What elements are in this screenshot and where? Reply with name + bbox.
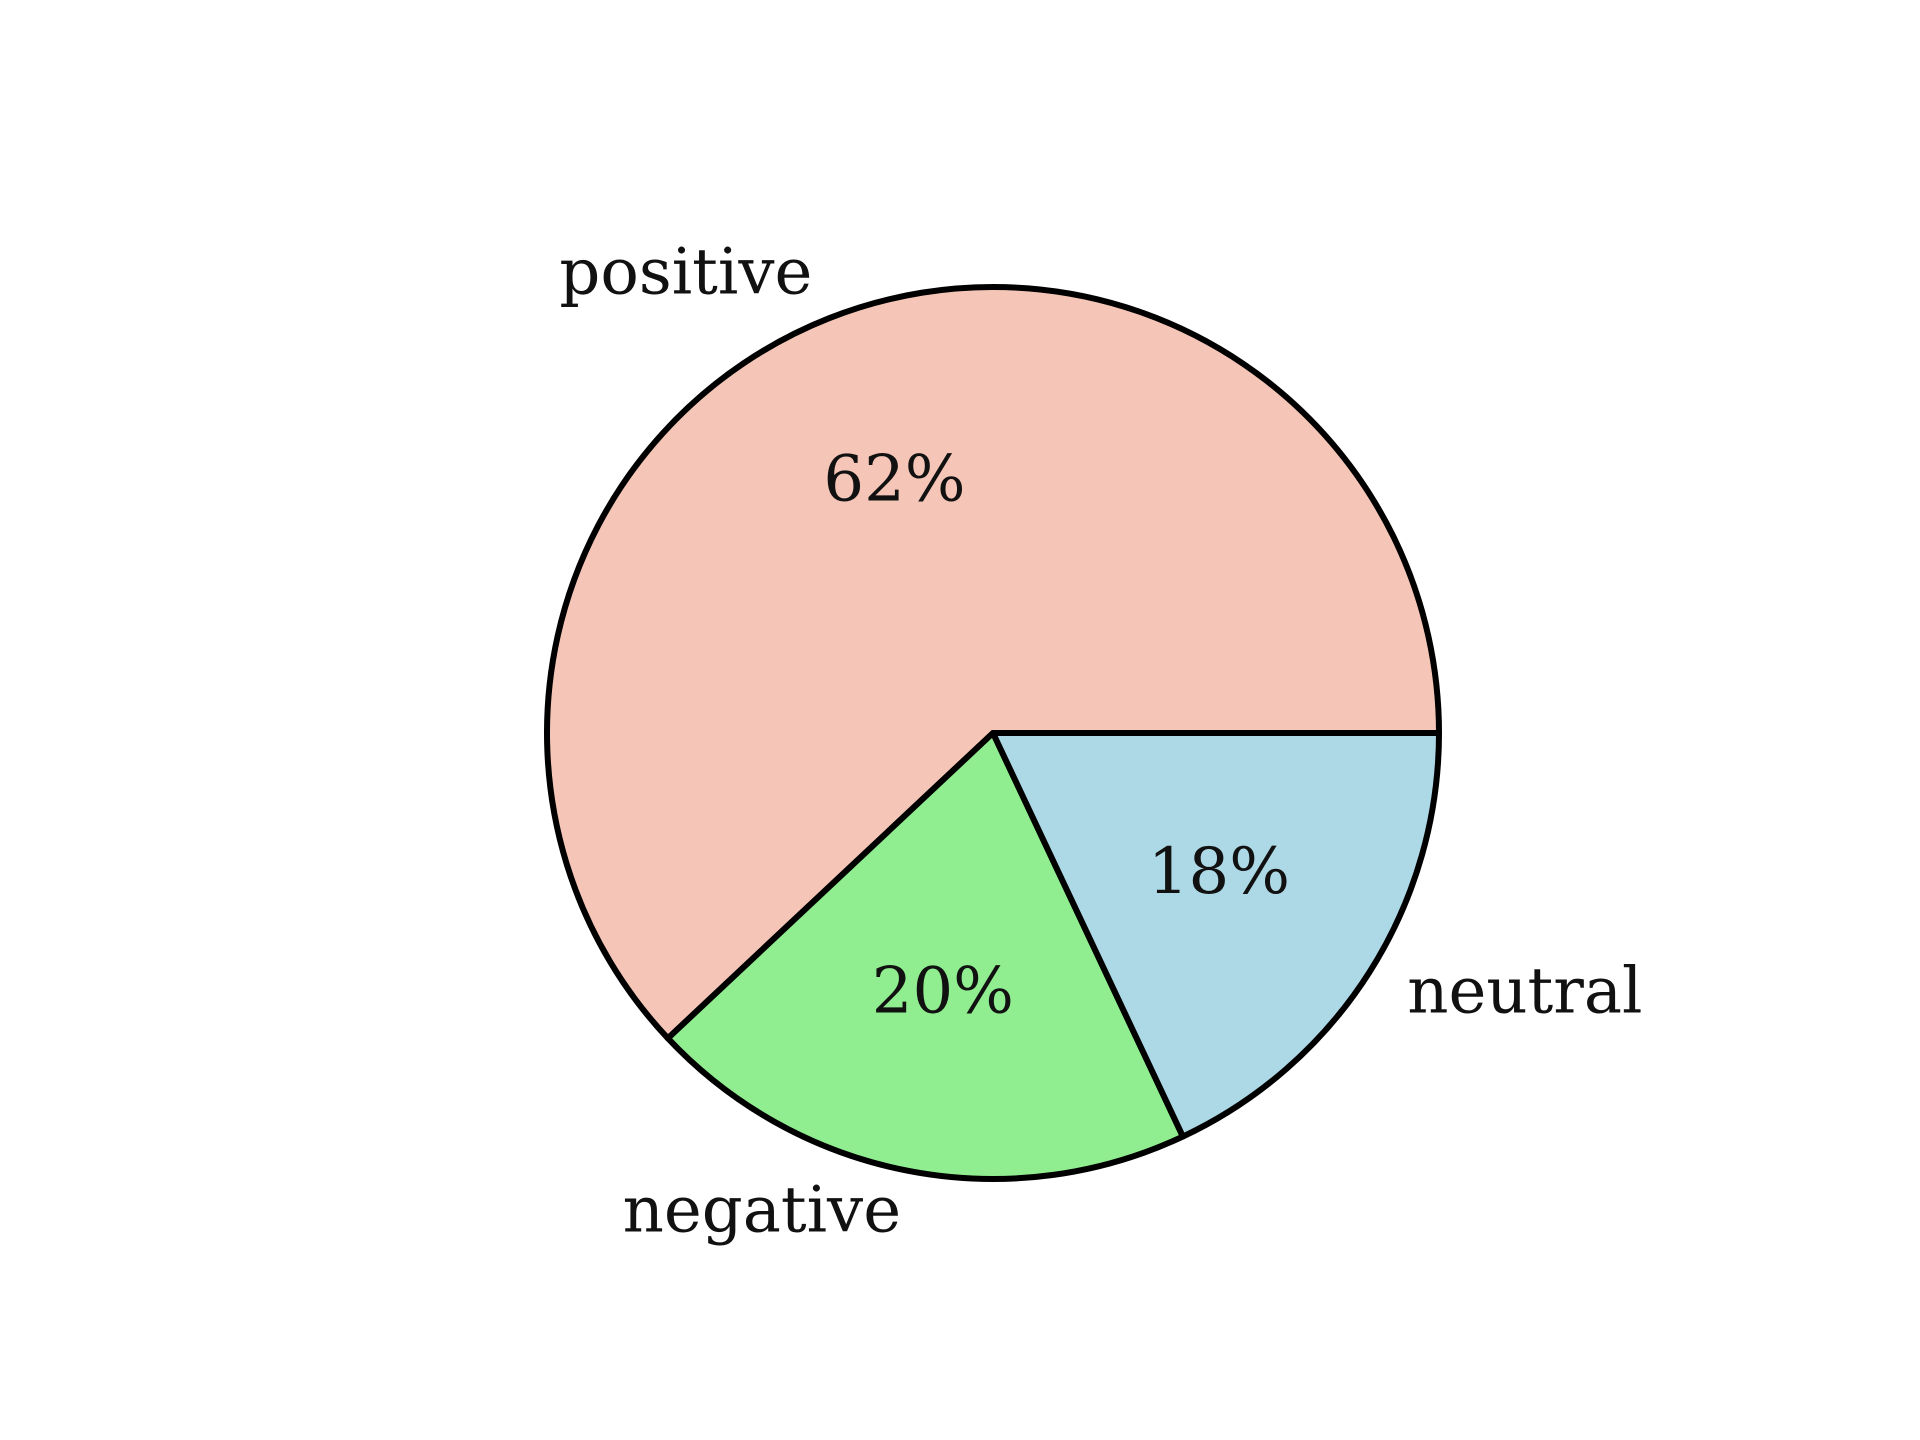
slice-percent-negative: 20% xyxy=(872,954,1014,1028)
pie-slice-positive xyxy=(544,284,1442,1042)
labels-layer: positive 62% negative 20% neutral 18% xyxy=(559,235,1642,1247)
pie-slice-neutral xyxy=(990,730,1442,1140)
slice-label-neutral: neutral xyxy=(1407,954,1642,1028)
slice-percent-neutral: 18% xyxy=(1148,835,1290,909)
slice-label-negative: negative xyxy=(623,1173,901,1247)
slice-percent-positive: 62% xyxy=(823,443,965,517)
slices-layer xyxy=(544,284,1442,1182)
pie-slice-negative xyxy=(664,730,1186,1182)
slice-label-positive: positive xyxy=(559,235,812,309)
